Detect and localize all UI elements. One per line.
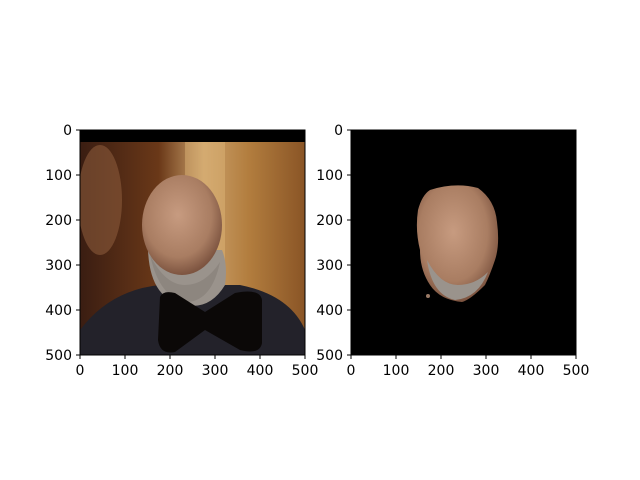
- right-y-tick-label: 500: [316, 348, 343, 364]
- left-y-tick-label: 200: [45, 213, 72, 229]
- left-painting-figure: [80, 145, 122, 255]
- left-y-tick-label: 500: [45, 348, 72, 364]
- left-bow-tie: [158, 291, 262, 353]
- left-x-tick-label: 300: [202, 363, 229, 379]
- left-y-tick-label: 300: [45, 258, 72, 274]
- left-head: [142, 175, 222, 275]
- right-x-tick-label: 500: [563, 363, 590, 379]
- right-y-tick-label: 300: [316, 258, 343, 274]
- right-y-tick-label: 100: [316, 168, 343, 184]
- left-image-panel: [80, 130, 305, 355]
- right-y-tick-label: 200: [316, 213, 343, 229]
- right-beard-segment: [427, 260, 488, 300]
- left-x-tick-label: 200: [157, 363, 184, 379]
- right-x-tick-label: 400: [518, 363, 545, 379]
- left-y-tick-label: 0: [63, 123, 72, 139]
- left-top-black-band: [80, 130, 305, 142]
- right-y-tick-label: 400: [316, 303, 343, 319]
- right-y-tick-label: 0: [334, 123, 343, 139]
- right-image-panel: [351, 130, 576, 355]
- right-x-tick-label: 200: [428, 363, 455, 379]
- right-face-segment: [416, 185, 499, 302]
- right-x-tick-label: 0: [347, 363, 356, 379]
- left-beard-lower: [150, 255, 220, 302]
- left-x-tick-label: 400: [247, 363, 274, 379]
- right-x-tick-label: 300: [473, 363, 500, 379]
- left-y-tick-label: 100: [45, 168, 72, 184]
- left-axes-frame: [79, 129, 306, 356]
- left-x-tick-label: 0: [76, 363, 85, 379]
- right-axes-frame: [350, 129, 577, 356]
- right-speck: [426, 294, 430, 298]
- right-x-tick-label: 100: [383, 363, 410, 379]
- left-x-tick-label: 100: [112, 363, 139, 379]
- left-x-tick-label: 500: [292, 363, 319, 379]
- left-y-tick-label: 400: [45, 303, 72, 319]
